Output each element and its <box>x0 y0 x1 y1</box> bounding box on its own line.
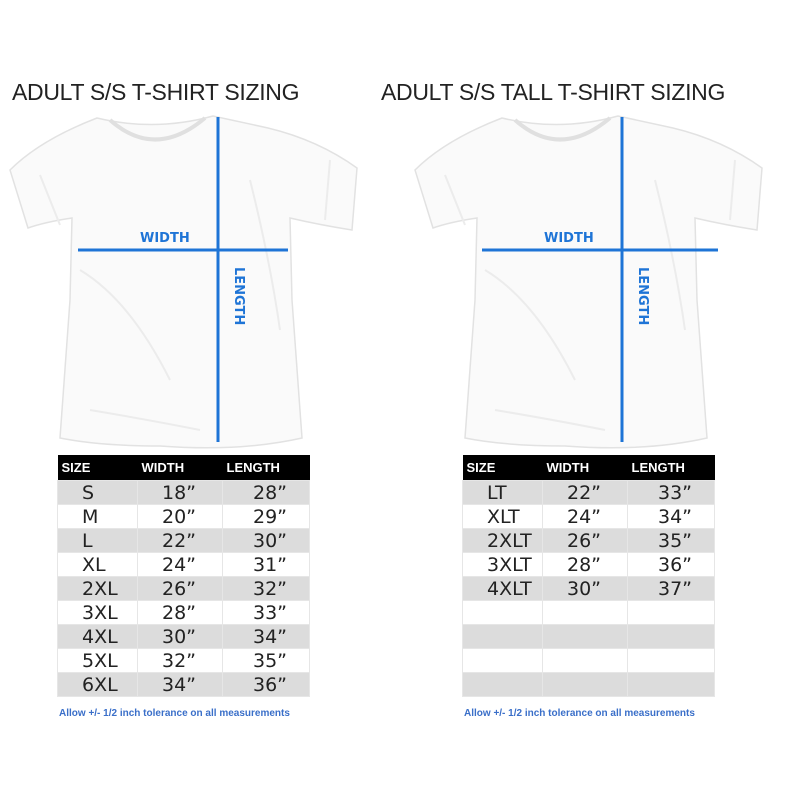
table-row <box>462 672 715 697</box>
table-cell: 34” <box>222 624 310 649</box>
table-cell: 2XLT <box>462 528 543 553</box>
table-cell: 4XLT <box>462 576 543 601</box>
table-header: SIZE WIDTH LENGTH <box>57 455 310 481</box>
size-table: SIZE WIDTH LENGTH LT 22” 33” XLT 24” 34” 2XLT 26” 3… <box>462 455 715 697</box>
table-cell: 34” <box>137 672 223 697</box>
table-cell: 6XL <box>57 672 138 697</box>
column-header: LENGTH <box>222 455 310 481</box>
table-row: XL 24” 31” <box>57 552 310 577</box>
table-cell: 36” <box>627 552 715 577</box>
width-label: WIDTH <box>544 231 594 246</box>
table-cell <box>462 600 543 625</box>
table-cell: LT <box>462 480 543 505</box>
length-label: LENGTH <box>635 267 650 326</box>
table-row: XLT 24” 34” <box>462 504 715 529</box>
table-row: 5XL 32” 35” <box>57 648 310 673</box>
tshirt-fold-lines <box>39 159 331 431</box>
table-cell: 3XLT <box>462 552 543 577</box>
chart-title: ADULT S/S TALL T-SHIRT SIZING <box>381 79 726 105</box>
table-cell <box>462 648 543 673</box>
column-header: LENGTH <box>627 455 715 481</box>
table-cell <box>627 672 715 697</box>
table-cell: 36” <box>222 672 310 697</box>
table-cell: XLT <box>462 504 543 529</box>
table-row: 3XLT 28” 36” <box>462 552 715 577</box>
table-row: 4XLT 30” 37” <box>462 576 715 601</box>
column-header: SIZE <box>57 455 138 481</box>
tshirt-collar <box>108 116 207 142</box>
table-cell: S <box>57 480 138 505</box>
table-cell: 34” <box>627 504 715 529</box>
table-row: 4XL 30” 34” <box>57 624 310 649</box>
column-header: SIZE <box>462 455 543 481</box>
table-cell <box>462 624 543 649</box>
table-cell: 35” <box>222 648 310 673</box>
table-cell: 2XL <box>57 576 138 601</box>
table-cell: 29” <box>222 504 310 529</box>
table-cell: 3XL <box>57 600 138 625</box>
tshirt-illustration <box>9 115 358 449</box>
table-cell: 30” <box>542 576 628 601</box>
tolerance-note: Allow +/- 1/2 inch tolerance on all meas… <box>59 708 290 719</box>
table-cell: L <box>57 528 138 553</box>
table-row <box>462 648 715 673</box>
chart-title: ADULT S/S T-SHIRT SIZING <box>12 79 300 105</box>
table-cell <box>542 648 628 673</box>
table-cell <box>627 624 715 649</box>
table-row: S 18” 28” <box>57 480 310 505</box>
table-cell: 32” <box>222 576 310 601</box>
table-cell <box>542 672 628 697</box>
table-header: SIZE WIDTH LENGTH <box>462 455 715 481</box>
table-cell: 37” <box>627 576 715 601</box>
table-row: 2XLT 26” 35” <box>462 528 715 553</box>
table-cell: 35” <box>627 528 715 553</box>
table-cell <box>627 648 715 673</box>
table-cell <box>542 624 628 649</box>
table-row: 3XL 28” 33” <box>57 600 310 625</box>
table-row <box>462 624 715 649</box>
table-cell: 28” <box>137 600 223 625</box>
table-cell: M <box>57 504 138 529</box>
table-cell: 24” <box>137 552 223 577</box>
table-cell: 4XL <box>57 624 138 649</box>
column-header: WIDTH <box>137 455 223 481</box>
table-cell: 33” <box>222 600 310 625</box>
table-cell <box>542 600 628 625</box>
table-cell: 28” <box>542 552 628 577</box>
table-row: 6XL 34” 36” <box>57 672 310 697</box>
column-header: WIDTH <box>542 455 628 481</box>
table-cell: 24” <box>542 504 628 529</box>
table-row: LT 22” 33” <box>462 480 715 505</box>
table-cell: 31” <box>222 552 310 577</box>
table-cell: 30” <box>222 528 310 553</box>
table-cell: 18” <box>137 480 223 505</box>
size-table: SIZE WIDTH LENGTH S 18” 28” M 20” 29” L 22” 30” XL 24… <box>57 455 310 697</box>
table-cell: 33” <box>627 480 715 505</box>
table-cell <box>627 600 715 625</box>
table-cell: 20” <box>137 504 223 529</box>
table-cell: 26” <box>542 528 628 553</box>
tolerance-note: Allow +/- 1/2 inch tolerance on all meas… <box>464 708 695 719</box>
table-cell <box>462 672 543 697</box>
table-cell: 22” <box>542 480 628 505</box>
table-cell: 5XL <box>57 648 138 673</box>
table-row: 2XL 26” 32” <box>57 576 310 601</box>
table-row: M 20” 29” <box>57 504 310 529</box>
tshirt-collar <box>513 116 612 142</box>
length-label: LENGTH <box>231 267 246 326</box>
table-row <box>462 600 715 625</box>
tshirt-illustration <box>414 115 763 449</box>
width-label: WIDTH <box>140 231 190 246</box>
tshirt-fold-lines <box>444 159 736 431</box>
